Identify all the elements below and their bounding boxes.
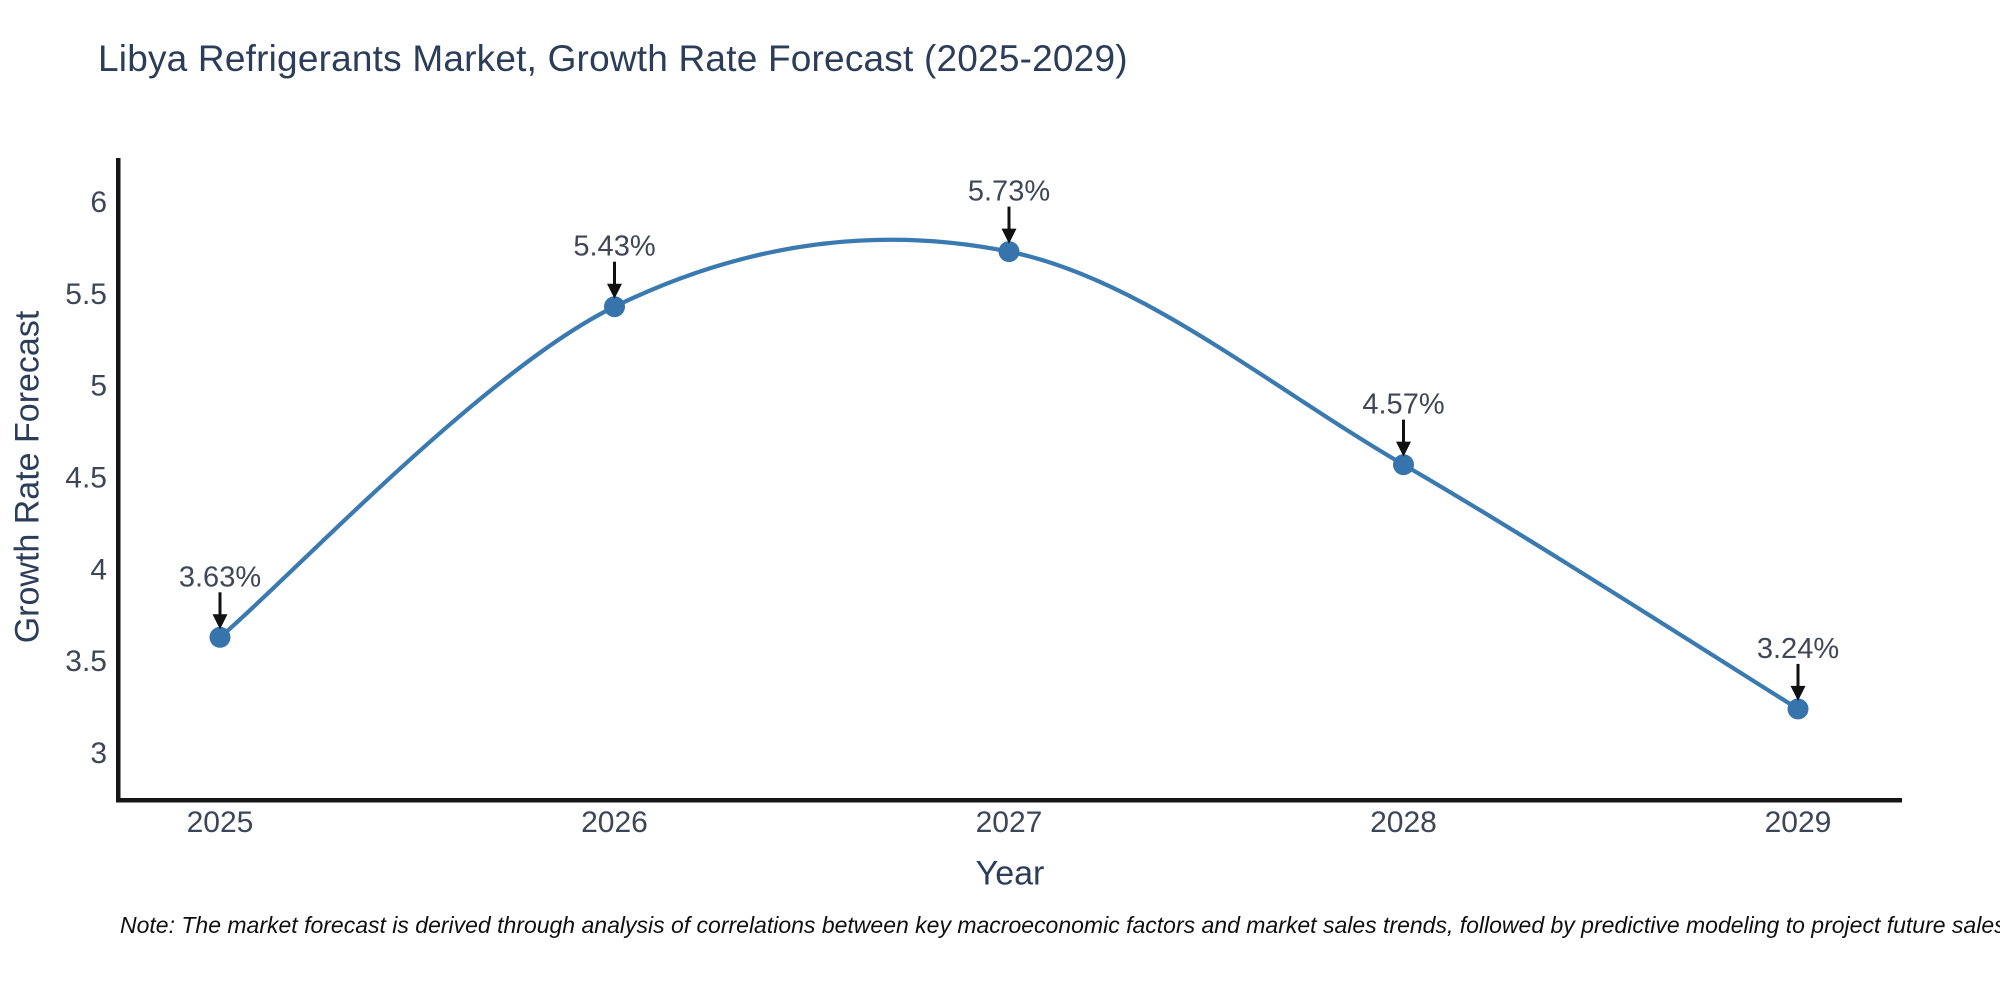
y-tick-label: 4.5	[65, 462, 107, 495]
annotation-arrowhead	[1396, 441, 1411, 457]
data-point-marker	[998, 241, 1020, 263]
data-point-marker	[1393, 454, 1414, 476]
x-tick-label: 2026	[581, 806, 648, 839]
x-tick-label: 2027	[976, 806, 1043, 839]
x-axis-title: Year	[975, 854, 1045, 893]
data-point-marker	[1787, 698, 1809, 720]
point-value-label: 3.24%	[1757, 633, 1839, 665]
point-value-label: 3.63%	[179, 561, 261, 593]
data-point-marker	[604, 296, 625, 318]
annotation-arrowhead	[212, 614, 228, 630]
point-value-label: 5.73%	[968, 176, 1050, 208]
y-tick-label: 3	[90, 737, 107, 770]
y-tick-label: 3.5	[65, 645, 107, 678]
point-value-label: 5.43%	[573, 231, 655, 263]
series-line	[217, 237, 1801, 712]
annotation-arrowhead	[1001, 228, 1017, 244]
data-point-marker	[209, 626, 231, 648]
point-value-label: 4.57%	[1362, 389, 1444, 421]
annotation-arrowhead	[607, 283, 622, 299]
y-tick-label: 4	[90, 553, 107, 586]
y-tick-label: 5	[90, 370, 107, 403]
x-axis-line	[116, 798, 1902, 803]
x-tick-label: 2025	[187, 806, 254, 839]
y-tick-label: 5.5	[65, 278, 107, 311]
x-tick-label: 2028	[1370, 806, 1437, 839]
y-tick-label: 6	[90, 186, 107, 219]
annotation-arrowhead	[1790, 685, 1806, 701]
y-axis-line	[116, 158, 121, 802]
footnote: Note: The market forecast is derived thr…	[120, 912, 2000, 938]
chart-title: Libya Refrigerants Market, Growth Rate F…	[98, 38, 1128, 79]
x-tick-label: 2029	[1765, 806, 1832, 839]
